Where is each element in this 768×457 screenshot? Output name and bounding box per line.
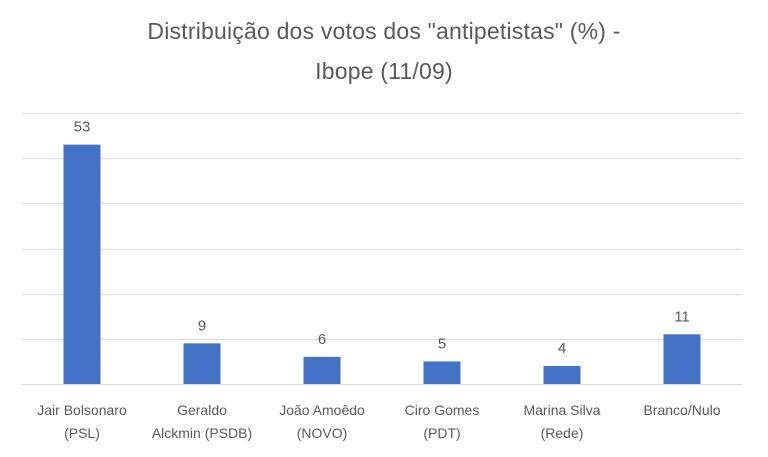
chart-title-line-2: Ibope (11/09) — [315, 58, 453, 84]
x-tick-label-2-0: João Amoêdo — [279, 402, 365, 418]
x-tick-label-3-0: Ciro Gomes — [405, 402, 480, 418]
bar-5 — [663, 334, 701, 384]
x-tick-label-2-1: (NOVO) — [297, 425, 348, 441]
data-label-5: 11 — [674, 308, 690, 325]
data-label-4: 4 — [558, 340, 566, 357]
chart-title-line-1: Distribuição dos votos dos "antipetistas… — [147, 18, 621, 44]
x-tick-label-1-0: Geraldo — [177, 402, 227, 418]
x-tick-label-4-1: (Rede) — [541, 425, 584, 441]
x-tick-label-4-0: Marina Silva — [523, 402, 600, 418]
x-tick-label-0-0: Jair Bolsonaro — [37, 402, 127, 418]
x-tick-label-5-0: Branco/Nulo — [643, 402, 720, 418]
bar-4 — [543, 365, 581, 384]
data-label-3: 5 — [438, 335, 446, 352]
bar-0 — [63, 144, 101, 384]
bar-2 — [303, 356, 341, 384]
bar-3 — [423, 361, 461, 384]
x-tick-label-3-1: (PDT) — [423, 425, 460, 441]
x-tick-label-1-1: Alckmin (PSDB) — [152, 425, 252, 441]
data-label-0: 53 — [74, 119, 91, 136]
bar-1 — [183, 343, 221, 384]
data-label-1: 9 — [198, 317, 206, 334]
x-tick-label-0-1: (PSL) — [64, 425, 100, 441]
data-label-2: 6 — [318, 331, 326, 348]
